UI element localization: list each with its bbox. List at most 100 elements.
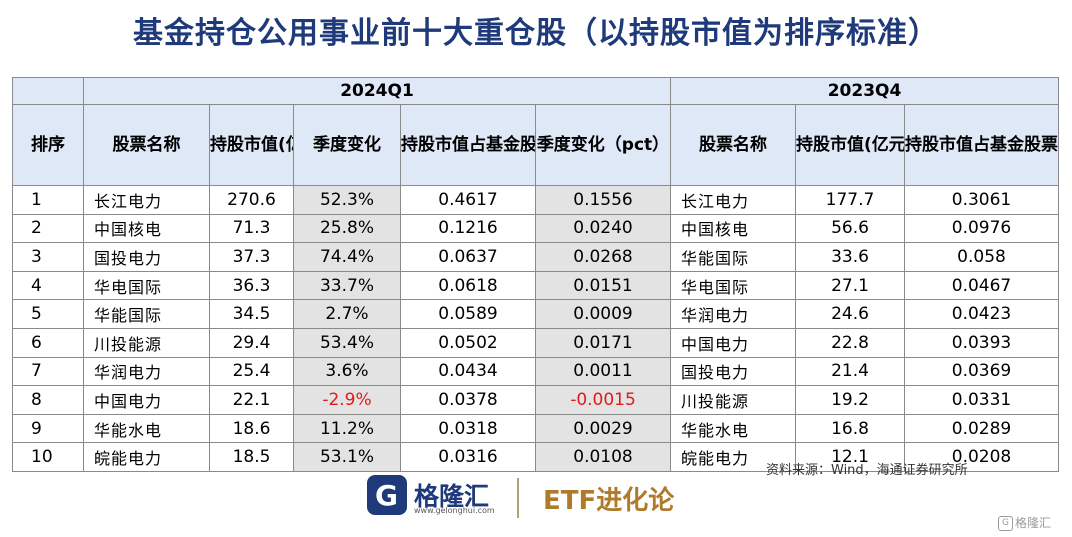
- period-previous-header: 2023Q4: [669, 77, 1060, 105]
- cell-ratio-q1: 0.0589: [400, 299, 536, 329]
- cell-name-q4: 中国核电: [670, 213, 796, 244]
- cell-ratio-q4: 0.0423: [903, 299, 1060, 329]
- logo-text: 格隆汇: [414, 482, 490, 511]
- cell-value-q4: 21.4: [795, 356, 905, 387]
- cell-rank: 8: [12, 385, 84, 415]
- watermark-text: 格隆汇: [1015, 516, 1052, 530]
- cell-value-q1: 25.4: [209, 356, 294, 387]
- cell-value-q4: 24.6: [795, 299, 905, 329]
- cell-value-q1: 18.5: [209, 442, 294, 472]
- cell-name-q4: 长江电力: [670, 185, 796, 215]
- col-ratio-q4: 持股市值占基金股票投资市值比(%): [903, 104, 1060, 186]
- cell-value-q4: 19.2: [795, 385, 905, 415]
- cell-change-pct: 0.0011: [535, 356, 671, 387]
- cell-change-pct: 0.0240: [535, 213, 671, 244]
- cell-value-q1: 34.5: [209, 299, 294, 329]
- logo-g-icon: G: [367, 475, 407, 515]
- cell-name-q1: 中国核电: [83, 213, 210, 244]
- cell-name-q1: 川投能源: [83, 327, 210, 358]
- cell-name-q1: 华润电力: [83, 356, 210, 387]
- cell-name-q1: 皖能电力: [83, 442, 210, 472]
- cell-value-q4: 27.1: [795, 270, 905, 301]
- cell-ratio-q1: 0.4617: [400, 185, 536, 215]
- cell-value-q4: 12.1: [795, 442, 905, 472]
- cell-value-q1: 22.1: [209, 385, 294, 415]
- col-rank: 排序: [12, 104, 84, 186]
- cell-change-q1: 2.7%: [293, 299, 401, 329]
- col-change-pct: 季度变化（pct）: [535, 104, 671, 186]
- header-blank: [12, 77, 84, 105]
- cell-ratio-q1: 0.0502: [400, 327, 536, 358]
- cell-name-q1: 长江电力: [83, 185, 210, 215]
- cell-name-q4: 华能水电: [670, 413, 796, 444]
- col-value-q4: 持股市值(亿元): [795, 104, 905, 186]
- cell-ratio-q4: 0.0393: [903, 327, 1060, 358]
- cell-ratio-q4: 0.0331: [903, 385, 1060, 415]
- cell-change-q1: 11.2%: [293, 413, 401, 444]
- cell-rank: 2: [12, 213, 84, 244]
- cell-name-q1: 中国电力: [83, 385, 210, 415]
- cell-name-q4: 华电国际: [670, 270, 796, 301]
- watermark: G 格隆汇: [998, 514, 1051, 531]
- cell-ratio-q1: 0.1216: [400, 213, 536, 244]
- table-row: 6 川投能源 29.4 53.4% 0.0502 0.0171 中国电力 22.8 0.0393: [12, 327, 1060, 358]
- watermark-icon: G: [998, 516, 1013, 531]
- cell-name-q1: 华能国际: [83, 299, 210, 329]
- table-row: 9 华能水电 18.6 11.2% 0.0318 0.0029 华能水电 16.8 0.0289: [12, 413, 1060, 444]
- table-row: 2 中国核电 71.3 25.8% 0.1216 0.0240 中国核电 56.6 0.0976: [12, 213, 1060, 244]
- col-ratio-q1: 持股市值占基金股票投资市值比(%): [400, 104, 536, 186]
- cell-name-q1: 国投电力: [83, 242, 210, 272]
- cell-ratio-q4: 0.0289: [903, 413, 1060, 444]
- period-current-header: 2024Q1: [83, 77, 671, 105]
- cell-name-q4: 华润电力: [670, 299, 796, 329]
- holdings-table: 2024Q1 2023Q4 排序 股票名称 持股市值(亿元) 季度变化 持股市值…: [12, 77, 1060, 472]
- cell-rank: 7: [12, 356, 84, 387]
- cell-change-pct: 0.0268: [535, 242, 671, 272]
- cell-rank: 9: [12, 413, 84, 444]
- cell-ratio-q4: 0.0369: [903, 356, 1060, 387]
- cell-ratio-q4: 0.0976: [903, 213, 1060, 244]
- table-row: 8 中国电力 22.1 -2.9% 0.0378 -0.0015 川投能源 19.2 0.033…: [12, 385, 1060, 415]
- table-row: 5 华能国际 34.5 2.7% 0.0589 0.0009 华润电力 24.6 0.0423: [12, 299, 1060, 329]
- cell-name-q4: 国投电力: [670, 356, 796, 387]
- col-change-q1: 季度变化: [293, 104, 401, 186]
- cell-name-q4: 华能国际: [670, 242, 796, 272]
- cell-ratio-q4: 0.058: [903, 242, 1060, 272]
- cell-value-q4: 16.8: [795, 413, 905, 444]
- cell-change-pct: 0.0171: [535, 327, 671, 358]
- table-row: 3 国投电力 37.3 74.4% 0.0637 0.0268 华能国际 33.6 0.058: [12, 242, 1060, 272]
- cell-change-pct: 0.0029: [535, 413, 671, 444]
- cell-rank: 4: [12, 270, 84, 301]
- col-name-q4: 股票名称: [670, 104, 796, 186]
- cell-value-q1: 71.3: [209, 213, 294, 244]
- table-row: 4 华电国际 36.3 33.7% 0.0618 0.0151 华电国际 27.1 0.0467: [12, 270, 1060, 301]
- cell-value-q1: 37.3: [209, 242, 294, 272]
- cell-name-q4: 皖能电力: [670, 442, 796, 472]
- cell-change-pct: 0.0151: [535, 270, 671, 301]
- cell-value-q4: 177.7: [795, 185, 905, 215]
- cell-change-pct: 0.0108: [535, 442, 671, 472]
- cell-rank: 10: [12, 442, 84, 472]
- cell-change-pct: 0.1556: [535, 185, 671, 215]
- cell-rank: 1: [12, 185, 84, 215]
- cell-change-q1: 53.1%: [293, 442, 401, 472]
- col-value-q1: 持股市值(亿元): [209, 104, 294, 186]
- cell-name-q4: 川投能源: [670, 385, 796, 415]
- cell-ratio-q1: 0.0318: [400, 413, 536, 444]
- source-note: 资料来源：Wind，海通证券研究所: [766, 463, 968, 478]
- cell-ratio-q4: 0.0208: [903, 442, 1060, 472]
- cell-change-q1: 3.6%: [293, 356, 401, 387]
- table-row: 10 皖能电力 18.5 53.1% 0.0316 0.0108 皖能电力 12.1 0.020…: [12, 442, 1060, 472]
- cell-change-pct: -0.0015: [535, 385, 671, 415]
- cell-rank: 3: [12, 242, 84, 272]
- cell-ratio-q1: 0.0434: [400, 356, 536, 387]
- cell-value-q4: 56.6: [795, 213, 905, 244]
- table-row: 7 华润电力 25.4 3.6% 0.0434 0.0011 国投电力 21.4 0.0369: [12, 356, 1060, 387]
- page-title: 基金持仓公用事业前十大重仓股（以持股市值为排序标准）: [133, 16, 939, 51]
- cell-value-q1: 270.6: [209, 185, 294, 215]
- brand-divider: [517, 478, 519, 518]
- cell-ratio-q4: 0.3061: [903, 185, 1060, 215]
- cell-rank: 6: [12, 327, 84, 358]
- cell-change-q1: 53.4%: [293, 327, 401, 358]
- cell-change-q1: 33.7%: [293, 270, 401, 301]
